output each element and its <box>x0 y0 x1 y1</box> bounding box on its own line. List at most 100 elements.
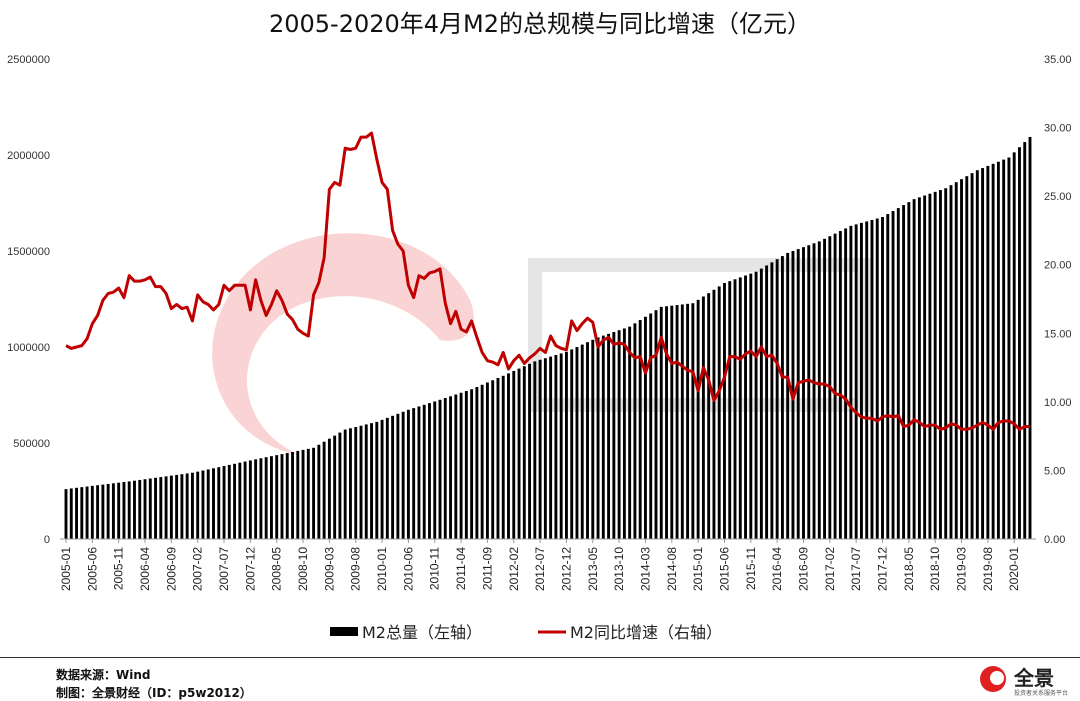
m2-bar <box>127 481 131 539</box>
x-tick-label: 2011-04 <box>454 547 468 590</box>
m2-bar <box>459 392 463 539</box>
x-tick-label: 2016-09 <box>796 547 810 591</box>
x-tick-label: 2007-02 <box>191 547 205 591</box>
m2-bar <box>928 193 932 539</box>
x-tick-label: 2013-10 <box>612 547 626 591</box>
m2-bar <box>359 425 363 539</box>
x-tick-label: 2005-06 <box>85 547 99 591</box>
x-tick-label: 2011-09 <box>480 547 494 590</box>
m2-bar <box>670 305 674 539</box>
m2-bar <box>754 271 758 539</box>
m2-growth-line <box>65 131 1030 431</box>
m2-bar <box>838 231 842 539</box>
m2-bar <box>907 202 911 539</box>
m2-bar <box>1007 157 1011 539</box>
x-tick-label: 2017-02 <box>823 547 837 591</box>
m2-bar <box>891 211 895 539</box>
m2-bar <box>543 358 547 539</box>
m2-bar <box>512 371 516 539</box>
x-tick-label: 2010-06 <box>401 547 415 591</box>
m2-bar <box>886 214 890 540</box>
m2-bar <box>875 218 879 540</box>
m2-bar <box>844 228 848 539</box>
m2-bar <box>970 173 974 539</box>
m2-bar <box>264 457 268 539</box>
x-tick-label: 2013-05 <box>586 547 600 591</box>
left-tick-label: 1000000 <box>7 342 50 354</box>
m2-bar <box>354 427 358 539</box>
chart-maker-note: 制图：全景财经（ID：p5w2012） <box>56 686 252 700</box>
m2-bar <box>327 438 331 539</box>
m2-bar <box>464 391 468 539</box>
m2-bar <box>817 241 821 539</box>
m2-bar <box>85 486 89 539</box>
m2-bar <box>933 191 937 540</box>
m2-bar <box>622 328 626 539</box>
m2-bar <box>981 168 985 539</box>
m2-bar <box>370 423 373 539</box>
x-tick-label: 2019-03 <box>955 547 969 591</box>
left-tick-label: 1500000 <box>7 246 50 258</box>
m2-bar <box>133 480 136 539</box>
m2-bar <box>749 273 753 539</box>
m2-bar <box>496 378 500 539</box>
m2-bar <box>201 470 205 539</box>
right-axis: 0.00 5.00 10.00 15.00 20.00 25.00 30.00 35.00 <box>1044 54 1072 546</box>
m2-bar <box>580 344 584 539</box>
m2-bar <box>939 190 942 540</box>
m2-bar <box>349 428 352 539</box>
m2-bar <box>612 332 616 539</box>
m2-bar <box>491 380 495 539</box>
x-tick-label: 2014-03 <box>638 547 652 591</box>
m2-bar <box>154 477 157 539</box>
m2-bar <box>775 259 779 539</box>
x-tick-label: 2012-12 <box>559 547 573 591</box>
m2-bar <box>101 484 105 539</box>
m2-bar <box>122 482 126 539</box>
m2-bar <box>212 468 215 539</box>
m2-bar <box>649 313 653 539</box>
m2-bar <box>617 330 621 539</box>
x-tick-label: 2015-01 <box>691 547 705 591</box>
m2-bar <box>638 320 642 539</box>
left-tick-label: 2500000 <box>7 54 50 66</box>
m2-bar <box>528 363 532 539</box>
m2-bar <box>227 464 231 539</box>
x-tick-label: 2010-11 <box>428 547 442 590</box>
x-tick-label: 2017-07 <box>849 547 863 591</box>
m2-bar <box>633 323 637 539</box>
x-tick-label: 2015-11 <box>744 547 758 590</box>
chart-title: 2005-2020年4月M2的总规模与同比增速（亿元） <box>269 10 811 38</box>
m2-bar <box>296 450 300 539</box>
m2-bar <box>712 289 716 539</box>
right-tick-label: 5.00 <box>1044 465 1065 477</box>
m2-bar <box>243 461 247 539</box>
x-tick-label: 2010-01 <box>375 547 389 591</box>
m2-bar <box>807 245 811 540</box>
m2-bar <box>312 447 316 539</box>
m2-bar <box>917 197 921 539</box>
legend-swatch-bar <box>330 627 358 636</box>
m2-bar <box>796 249 800 539</box>
m2-bar <box>222 466 226 539</box>
m2-bar <box>812 243 816 539</box>
m2-bar <box>190 472 194 539</box>
m2-bar <box>259 458 263 539</box>
m2-bar <box>865 221 869 539</box>
m2-bar <box>696 299 700 539</box>
m2-bar <box>1023 142 1027 539</box>
m2-bar <box>449 396 452 539</box>
m2-bar <box>206 469 210 539</box>
left-tick-label: 2000000 <box>7 150 50 162</box>
legend-label-bar: M2总量（左轴） <box>362 623 482 642</box>
m2-bar <box>291 451 294 539</box>
m2-bar <box>833 233 837 539</box>
m2-bar <box>280 454 284 539</box>
x-tick-label: 2009-08 <box>349 547 363 591</box>
m2-bar <box>501 375 505 539</box>
x-tick-label: 2005-01 <box>59 547 73 591</box>
legend: M2总量（左轴） M2同比增速（右轴） <box>330 623 722 642</box>
x-tick-label: 2007-12 <box>243 547 257 591</box>
m2-bar <box>949 185 953 539</box>
m2-bar <box>269 456 273 539</box>
